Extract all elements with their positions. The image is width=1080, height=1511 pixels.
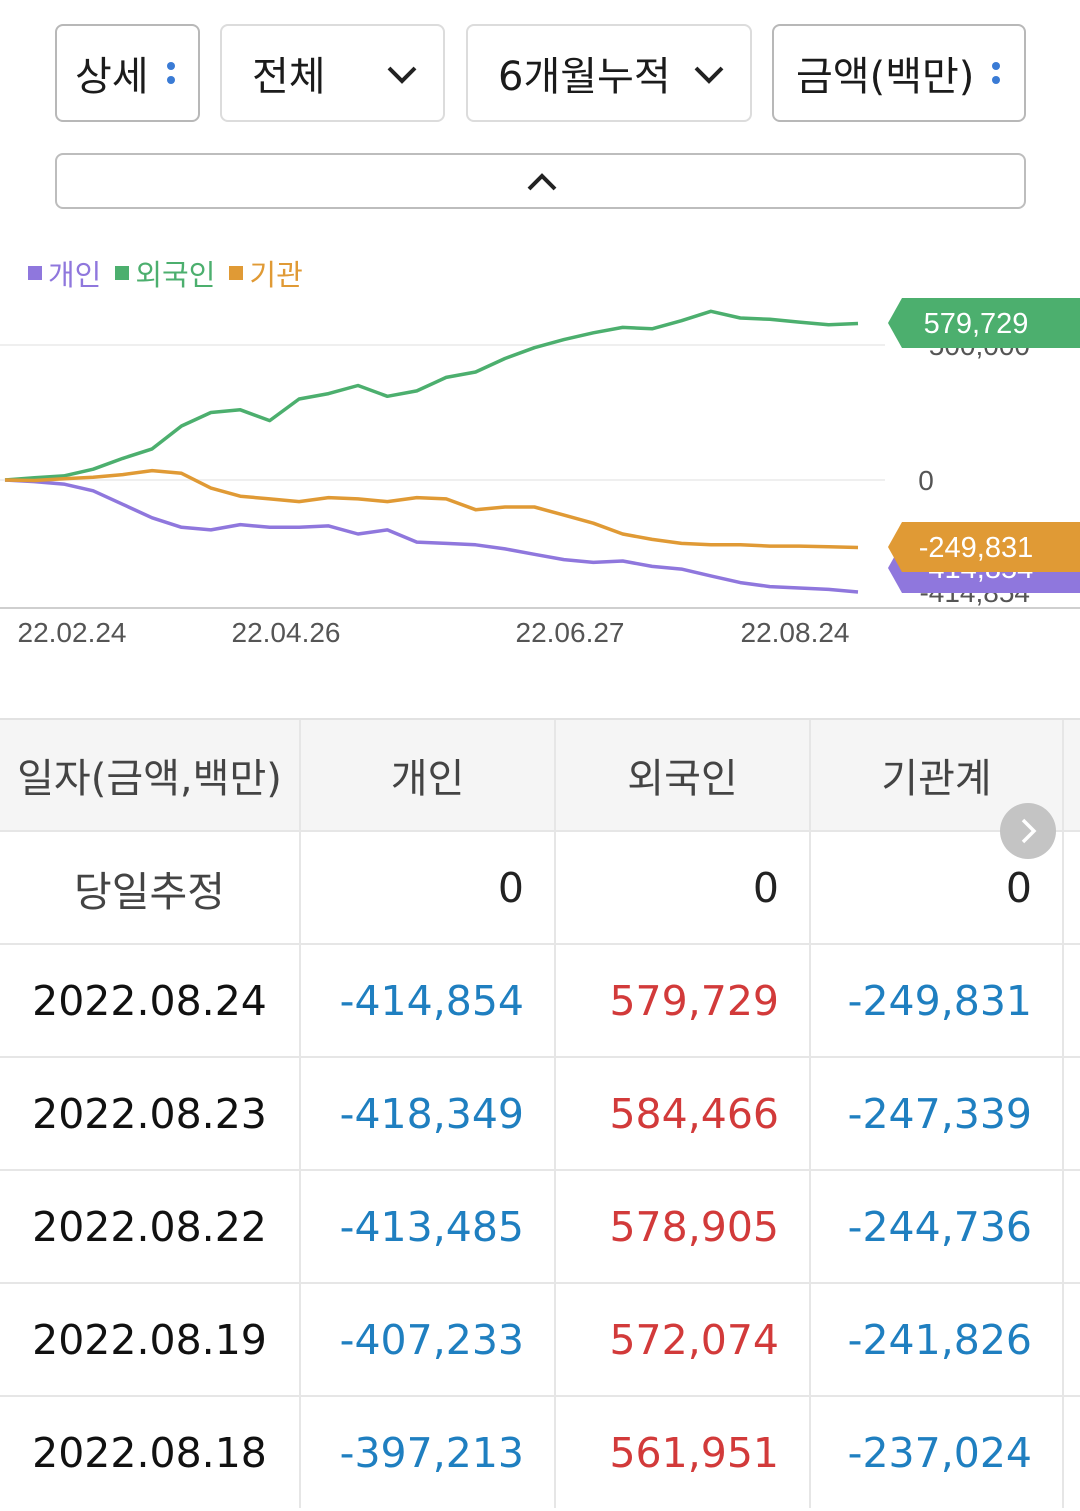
table-header: 일자(금액,백만) 개인 외국인 기관계 [0, 718, 1080, 830]
scope-select-label: 전체 [252, 54, 326, 100]
investor-flow-chart[interactable]: 500,0000-414,854 22.02.2422.04.2622.06.2… [0, 290, 1080, 660]
table-row[interactable]: 2022.08.19 -407,233 572,074 -241,826 [0, 1282, 1080, 1395]
legend-item-individual[interactable]: 개인 [28, 252, 101, 294]
kebab-icon [992, 56, 1001, 90]
x-tick-label: 22.08.24 [741, 617, 850, 648]
header-institution: 기관계 [809, 720, 1064, 830]
chart-legend: 개인 외국인 기관 [28, 252, 303, 294]
chart-grid [0, 344, 1080, 609]
table-row[interactable]: 2022.08.24 -414,854 579,729 -249,831 [0, 943, 1080, 1056]
foreign-cell: 584,466 [554, 1058, 809, 1169]
institution-cell: -247,339 [809, 1058, 1064, 1169]
end-tag-value: -249,831 [919, 532, 1034, 564]
scope-select[interactable]: 전체 [220, 24, 445, 122]
collapse-chart-button[interactable] [55, 153, 1026, 209]
institution-cell: -244,736 [809, 1171, 1064, 1282]
end-tag-value: 579,729 [924, 308, 1029, 340]
date-cell: 2022.08.18 [32, 1428, 267, 1477]
legend-item-foreign[interactable]: 외국인 [115, 252, 215, 294]
series-line [4, 478, 859, 594]
table-row[interactable]: 2022.08.23 -418,349 584,466 -247,339 [0, 1056, 1080, 1169]
kebab-icon [166, 56, 175, 90]
end-tag-foreign: 579,729 [888, 298, 1080, 348]
x-tick-label: 22.02.24 [18, 617, 127, 648]
legend-swatch [115, 266, 130, 280]
legend-item-institution[interactable]: 기관 [229, 252, 303, 294]
legend-swatch [28, 266, 42, 280]
date-cell: 2022.08.23 [32, 1089, 267, 1138]
foreign-cell: 572,074 [554, 1284, 809, 1395]
unit-select-label: 금액(백만) [796, 54, 975, 100]
individual-cell: 0 [299, 832, 554, 943]
unit-select[interactable]: 금액(백만) [772, 24, 1026, 122]
individual-cell: -414,854 [299, 945, 554, 1056]
individual-cell: -407,233 [299, 1284, 554, 1395]
legend-swatch [229, 266, 244, 280]
date-cell: 당일추정 [74, 867, 225, 916]
foreign-cell: 0 [554, 832, 809, 943]
legend-label: 외국인 [135, 258, 216, 292]
foreign-cell: 578,905 [554, 1171, 809, 1282]
end-tag-shape [888, 522, 1080, 572]
header-date: 일자(금액,백만) [17, 756, 282, 802]
filter-bar: 상세 전체 6개월누적 금액(백만) [0, 0, 1080, 230]
date-cell: 2022.08.24 [32, 976, 267, 1025]
scroll-right-button[interactable] [1000, 803, 1056, 859]
individual-cell: -397,213 [299, 1397, 554, 1508]
individual-cell: -418,349 [299, 1058, 554, 1169]
legend-label: 기관 [249, 258, 303, 292]
institution-cell: -237,024 [809, 1397, 1064, 1508]
detail-select-label: 상세 [75, 54, 149, 100]
detail-select[interactable]: 상세 [55, 24, 200, 122]
end-tag-shape [888, 298, 1080, 348]
table-row[interactable]: 당일추정 0 0 0 [0, 830, 1080, 943]
foreign-cell: 561,951 [554, 1397, 809, 1508]
date-cell: 2022.08.19 [32, 1315, 267, 1364]
x-axis-labels: 22.02.24 22.04.26 22.06.27 22.08.24 [18, 617, 850, 648]
chevron-down-icon [694, 66, 724, 84]
series-line [4, 309, 859, 482]
end-tag-institution: -249,831 [888, 522, 1080, 572]
foreign-cell: 579,729 [554, 945, 809, 1056]
series-line [4, 468, 859, 550]
x-tick-label: 22.04.26 [232, 617, 341, 648]
x-tick-label: 22.06.27 [516, 617, 625, 648]
header-foreign: 외국인 [554, 720, 809, 830]
date-cell: 2022.08.22 [32, 1202, 267, 1251]
header-individual: 개인 [299, 720, 554, 830]
chevron-right-icon [1021, 818, 1037, 844]
institution-cell: 0 [809, 832, 1064, 943]
period-select-label: 6개월누적 [498, 54, 671, 100]
table-row[interactable]: 2022.08.18 -397,213 561,951 -237,024 [0, 1395, 1080, 1508]
y-tick-label: 0 [918, 465, 934, 496]
individual-cell: -413,485 [299, 1171, 554, 1282]
institution-cell: -249,831 [809, 945, 1064, 1056]
table-row[interactable]: 2022.08.22 -413,485 578,905 -244,736 [0, 1169, 1080, 1282]
chart-lines [4, 309, 859, 594]
chevron-down-icon [387, 66, 417, 84]
chevron-up-icon [527, 173, 557, 191]
institution-cell: -241,826 [809, 1284, 1064, 1395]
period-select[interactable]: 6개월누적 [466, 24, 752, 122]
legend-label: 개인 [48, 258, 102, 292]
